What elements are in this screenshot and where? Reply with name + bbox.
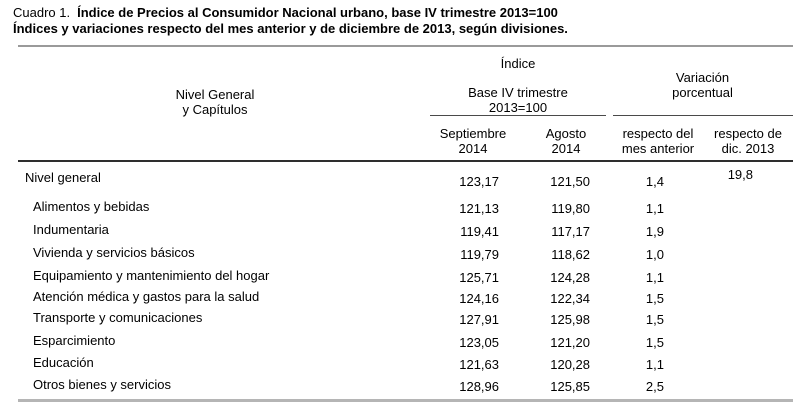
caption-subtitle: Índices y variaciones respecto del mes a…	[13, 21, 568, 36]
column-header-line2: 2014	[551, 141, 581, 156]
cell-sept: 123,17	[459, 174, 499, 189]
rule-under-variacion-group	[613, 115, 793, 116]
header-variacion-line2: porcentual	[672, 85, 733, 100]
table-row: Esparcimiento 123,05 121,20 1,5	[0, 333, 793, 350]
column-header-line1: Agosto	[545, 126, 587, 141]
caption-line-1: Cuadro 1. Índice de Precios al Consumidor…	[13, 5, 568, 21]
cell-sept: 119,41	[460, 224, 499, 239]
rule-under-indice-group	[430, 115, 606, 116]
table-row: Atención médica y gastos para la salud 12…	[0, 289, 793, 306]
header-base-line2: 2013=100	[488, 100, 548, 115]
rule-header-bottom	[18, 160, 793, 162]
row-label: Alimentos y bebidas	[33, 199, 150, 214]
column-header-septiembre-2014: Septiembre 2014	[423, 126, 523, 156]
header-nivel-line2: y Capítulos	[182, 102, 248, 117]
table-row: Transporte y comunicaciones 127,91 125,98 1…	[0, 310, 793, 327]
cell-sept: 119,79	[460, 247, 499, 262]
cell-sept: 121,63	[459, 357, 499, 372]
row-label: Esparcimiento	[33, 333, 116, 348]
column-header-line2: 2014	[458, 141, 488, 156]
cell-agosto: 119,80	[551, 201, 590, 216]
cell-agosto: 120,28	[550, 357, 590, 372]
cell-agosto: 121,50	[550, 174, 590, 189]
header-base-line1: Base IV trimestre	[468, 85, 568, 100]
cell-agosto: 118,62	[551, 247, 590, 262]
table-row: Equipamiento y mantenimiento del hogar 12…	[0, 268, 793, 285]
cell-agosto: 121,20	[550, 335, 590, 350]
table-row: Educación 121,63 120,28 1,1	[0, 355, 793, 372]
cell-var-mes: 1,1	[645, 201, 664, 216]
cell-var-mes: 1,5	[645, 291, 664, 306]
table-row: Otros bienes y servicios 128,96 125,85 2,5	[0, 377, 793, 394]
cell-agosto: 125,98	[550, 312, 590, 327]
header-variacion-line1: Variación	[675, 70, 730, 85]
table-row: Vivienda y servicios básicos 119,79 118,62…	[0, 245, 793, 262]
cell-sept: 124,16	[459, 291, 499, 306]
caption-main-title: Índice de Precios al Consumidor Nacional…	[77, 5, 558, 20]
table-row: Nivel general 123,17 121,50 1,4 19,8	[0, 167, 793, 189]
row-label: Equipamiento y mantenimiento del hogar	[33, 268, 270, 283]
cell-sept: 123,05	[459, 335, 499, 350]
row-label: Educación	[33, 355, 94, 370]
column-header-respecto-mes-anterior: respecto del mes anterior	[602, 126, 714, 156]
row-label: Otros bienes y servicios	[33, 377, 171, 392]
column-header-line1: Septiembre	[439, 126, 507, 141]
header-variacion: Variación porcentual	[612, 70, 793, 100]
column-header-line1: respecto de	[714, 126, 782, 141]
cell-sept: 125,71	[459, 270, 499, 285]
column-header-line2: mes anterior	[621, 141, 695, 156]
table-row: Alimentos y bebidas 121,13 119,80 1,1	[0, 199, 793, 216]
column-header-line2: dic. 2013	[721, 141, 775, 156]
cell-var-mes: 1,5	[645, 312, 664, 327]
cell-var-dic: 19,8	[727, 167, 753, 182]
cell-agosto: 122,34	[550, 291, 590, 306]
column-header-line1: respecto del	[622, 126, 694, 141]
cell-var-mes: 1,4	[645, 174, 664, 189]
row-label: Nivel general	[25, 170, 101, 185]
cell-var-mes: 1,0	[645, 247, 664, 262]
caption-prefix: Cuadro 1.	[13, 5, 71, 20]
column-header-agosto-2014: Agosto 2014	[516, 126, 616, 156]
header-nivel-line1: Nivel General	[175, 87, 255, 102]
header-indice-title: Índice	[500, 56, 536, 71]
column-header-respecto-dic-2013: respecto de dic. 2013	[693, 126, 793, 156]
table-row: Indumentaria 119,41 117,17 1,9	[0, 222, 793, 239]
rule-top	[18, 45, 793, 47]
cell-var-mes: 1,9	[645, 224, 664, 239]
cell-var-mes: 2,5	[645, 379, 664, 394]
cell-var-mes: 1,1	[645, 270, 664, 285]
cell-sept: 128,96	[459, 379, 499, 394]
row-label: Transporte y comunicaciones	[33, 310, 203, 325]
cell-sept: 127,91	[459, 312, 499, 327]
row-label: Indumentaria	[33, 222, 109, 237]
cell-var-mes: 1,5	[645, 335, 664, 350]
cell-agosto: 117,17	[551, 224, 590, 239]
cell-var-mes: 1,1	[645, 357, 664, 372]
header-nivel-general: Nivel General y Capítulos	[15, 87, 415, 117]
header-indice-base: Base IV trimestre 2013=100	[429, 85, 607, 115]
rule-table-bottom	[18, 399, 793, 402]
cell-sept: 121,13	[459, 201, 499, 216]
table-caption: Cuadro 1. Índice de Precios al Consumidor…	[13, 5, 568, 37]
row-label: Atención médica y gastos para la salud	[33, 289, 260, 304]
cell-agosto: 124,28	[550, 270, 590, 285]
cell-agosto: 125,85	[550, 379, 590, 394]
row-label: Vivienda y servicios básicos	[33, 245, 195, 260]
